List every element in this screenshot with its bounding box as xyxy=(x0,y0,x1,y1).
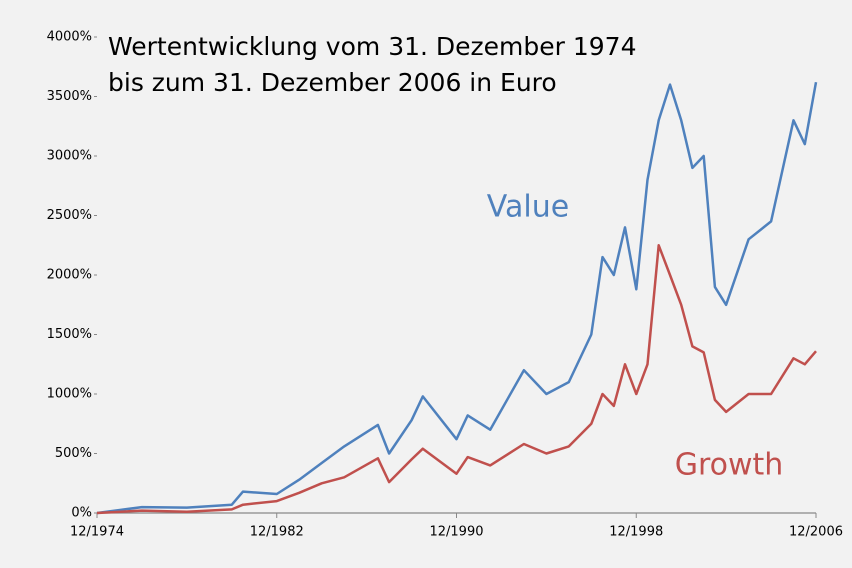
y-tick-label: 1000% xyxy=(47,387,92,402)
x-tick-label: 12/1974 xyxy=(70,525,124,540)
y-tick-label: 3000% xyxy=(47,149,92,164)
y-tick-label: 2500% xyxy=(47,208,92,223)
y-tick-label: 3500% xyxy=(47,89,92,104)
x-tick-label: 12/2006 xyxy=(789,525,843,540)
x-tick-label: 12/1990 xyxy=(429,525,483,540)
chart-title: bis zum 31. Dezember 2006 in Euro xyxy=(108,68,557,97)
y-tick-label: 0% xyxy=(71,506,92,521)
y-tick-label: 4000% xyxy=(47,30,92,45)
y-tick-label: 2000% xyxy=(47,268,92,283)
y-tick-label: 500% xyxy=(55,446,92,461)
series-line xyxy=(96,244,817,515)
series-line xyxy=(96,81,818,515)
y-tick-label: 1500% xyxy=(47,327,92,342)
x-tick-label: 12/1982 xyxy=(250,525,304,540)
x-tick-label: 12/1998 xyxy=(609,525,663,540)
series-label: Growth xyxy=(675,448,784,483)
chart-title: Wertentwicklung vom 31. Dezember 1974 xyxy=(108,32,637,61)
series-label: Value xyxy=(487,190,569,225)
